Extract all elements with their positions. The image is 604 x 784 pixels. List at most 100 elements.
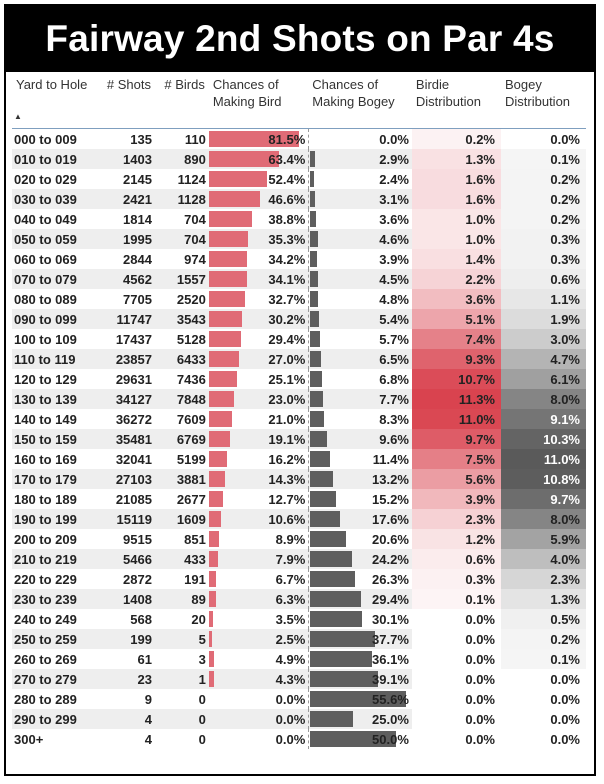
table-row[interactable]: 210 to 219 5466 433 7.9% 24.2% 0.6% 4.0% bbox=[12, 549, 586, 569]
shots-cell: 135 bbox=[130, 131, 152, 147]
bogey-chance-bar bbox=[310, 391, 324, 407]
yard-range-cell: 250 to 259 bbox=[12, 629, 102, 649]
table-row[interactable]: 200 to 209 9515 851 8.9% 20.6% 1.2% 5.9% bbox=[12, 529, 586, 549]
shots-cell: 568 bbox=[130, 611, 152, 627]
bird-chance-label: 0.0% bbox=[275, 711, 306, 727]
bird-chance-bar bbox=[208, 391, 234, 407]
col-header-bird-chance-line1: Chances of bbox=[212, 77, 279, 92]
birdie-dist-cell: 0.0% bbox=[411, 649, 501, 669]
bogey-chance-cell: 4.5% bbox=[308, 269, 412, 289]
yard-range-cell: 040 to 049 bbox=[14, 211, 77, 227]
bird-chance-cell: 34.2% bbox=[208, 249, 308, 269]
bogey-axis-line bbox=[308, 489, 310, 509]
table-row[interactable]: 150 to 159 35481 6769 19.1% 9.6% 9.7% 10.3% bbox=[12, 429, 586, 449]
birdie-dist-cell: 0.0% bbox=[411, 629, 501, 649]
shots-cell: 1403 bbox=[101, 149, 155, 169]
col-header-birdie-dist[interactable]: Birdie Distribution bbox=[411, 72, 501, 129]
table-row[interactable]: 020 to 029 2145 1124 52.4% 2.4% 1.6% 0.2% bbox=[12, 169, 586, 189]
col-header-bird-chance[interactable]: Chances of Making Bird bbox=[208, 72, 309, 129]
col-header-bogey-chance[interactable]: Chances of Making Bogey bbox=[308, 72, 412, 129]
bird-chance-cell: 63.4% bbox=[208, 149, 309, 169]
table-row[interactable]: 290 to 299 4 0 0.0% 25.0% 0.0% 0.0% bbox=[12, 709, 586, 729]
bogey-dist-cell: 0.3% bbox=[501, 229, 586, 249]
bogey-dist-cell: 0.0% bbox=[501, 729, 586, 749]
table-row[interactable]: 250 to 259 199 5 2.5% 37.7% 0.0% 0.2% bbox=[12, 629, 586, 649]
table-row[interactable]: 070 to 079 4562 1557 34.1% 4.5% 2.2% 0.6% bbox=[12, 269, 586, 289]
table-row[interactable]: 300+ 4 0 0.0% 50.0% 0.0% 0.0% bbox=[12, 729, 586, 749]
bogey-chance-label: 7.7% bbox=[379, 391, 409, 407]
table-row[interactable]: 260 to 269 61 3 4.9% 36.1% 0.0% 0.1% bbox=[12, 649, 586, 669]
table-row[interactable]: 230 to 239 1408 89 6.3% 29.4% 0.1% 1.3% bbox=[12, 589, 586, 609]
bird-chance-cell: 16.2% bbox=[208, 449, 308, 469]
col-header-birds[interactable]: # Birds bbox=[154, 72, 209, 129]
birds-cell: 110 bbox=[184, 131, 206, 147]
bogey-chance-label: 37.7% bbox=[372, 631, 409, 647]
table-row[interactable]: 060 to 069 2844 974 34.2% 3.9% 1.4% 0.3% bbox=[12, 249, 586, 269]
col-header-bogey-dist[interactable]: Bogey Distribution bbox=[501, 72, 586, 129]
sort-ascending-icon[interactable]: ▲ bbox=[14, 112, 22, 121]
table-row[interactable]: 050 to 059 1995 704 35.3% 4.6% 1.0% 0.3% bbox=[12, 229, 586, 249]
birdie-dist-cell: 0.0% bbox=[411, 689, 501, 709]
shots-cell: 35481 bbox=[101, 429, 155, 449]
table-row[interactable]: 100 to 109 17437 5128 29.4% 5.7% 7.4% 3.0% bbox=[12, 329, 586, 349]
table-row[interactable]: 270 to 279 23 1 4.3% 39.1% 0.0% 0.0% bbox=[12, 669, 586, 689]
table-row[interactable]: 030 to 039 2421 1128 46.6% 3.1% 1.6% 0.2% bbox=[12, 189, 586, 209]
table-row[interactable]: 080 to 089 7705 2520 32.7% 4.8% 3.6% 1.1% bbox=[12, 289, 586, 309]
table-row[interactable]: 040 to 049 1814 704 38.8% 3.6% 1.0% 0.2% bbox=[12, 209, 586, 229]
shots-cell: 21085 bbox=[115, 491, 152, 507]
bogey-axis-line bbox=[308, 469, 310, 489]
bogey-chance-bar bbox=[310, 631, 376, 647]
bird-chance-cell: 12.7% bbox=[208, 489, 308, 509]
birdie-dist-cell: 0.1% bbox=[411, 589, 501, 609]
table-row[interactable]: 110 to 119 23857 6433 27.0% 6.5% 9.3% 4.7% bbox=[12, 349, 586, 369]
table-row[interactable]: 180 to 189 21085 2677 12.7% 15.2% 3.9% 9.7% bbox=[12, 489, 586, 509]
table-row[interactable]: 220 to 229 2872 191 6.7% 26.3% 0.3% 2.3% bbox=[12, 569, 586, 589]
shots-cell: 9515 bbox=[123, 531, 152, 547]
bogey-axis-line bbox=[308, 209, 310, 229]
bogey-chance-bar bbox=[310, 351, 322, 367]
table-row[interactable]: 280 to 289 9 0 0.0% 55.6% 0.0% 0.0% bbox=[12, 689, 586, 709]
bogey-chance-bar bbox=[310, 591, 362, 607]
yard-range-cell: 270 to 279 bbox=[12, 669, 102, 689]
bird-chance-cell: 38.8% bbox=[208, 209, 308, 229]
col-header-shots[interactable]: # Shots bbox=[101, 72, 155, 129]
shots-cell: 2145 bbox=[123, 171, 152, 187]
bird-chance-label: 21.0% bbox=[268, 411, 306, 427]
table-row[interactable]: 160 to 169 32041 5199 16.2% 11.4% 7.5% 11.0% bbox=[12, 449, 586, 469]
table-row[interactable]: 140 to 149 36272 7609 21.0% 8.3% 11.0% 9.1% bbox=[12, 409, 586, 429]
table-row[interactable]: 170 to 179 27103 3881 14.3% 13.2% 5.6% 10.8% bbox=[12, 469, 586, 489]
bird-chance-bar bbox=[208, 251, 247, 267]
bogey-chance-bar bbox=[310, 551, 353, 567]
table-row[interactable]: 190 to 199 15119 1609 10.6% 17.6% 2.3% 8.0% bbox=[12, 509, 586, 529]
birds-cell: 3 bbox=[198, 651, 206, 667]
birdie-dist-cell: 1.0% bbox=[411, 209, 501, 229]
bogey-chance-cell: 17.6% bbox=[308, 509, 412, 529]
table-row[interactable]: 130 to 139 34127 7848 23.0% 7.7% 11.3% 8.0% bbox=[12, 389, 586, 409]
bird-chance-cell: 25.1% bbox=[208, 369, 308, 389]
bogey-chance-cell: 2.9% bbox=[308, 149, 412, 169]
table-row[interactable]: 120 to 129 29631 7436 25.1% 6.8% 10.7% 6.1% bbox=[12, 369, 586, 389]
bogey-chance-bar bbox=[310, 311, 320, 327]
bird-chance-bar bbox=[208, 231, 248, 247]
yard-range-cell: 200 to 209 bbox=[14, 531, 77, 547]
bogey-dist-cell: 0.1% bbox=[501, 149, 586, 169]
bird-chance-label: 4.9% bbox=[275, 651, 306, 667]
yard-range-cell: 070 to 079 bbox=[12, 269, 102, 289]
bogey-chance-bar bbox=[310, 711, 354, 727]
bird-chance-label: 35.3% bbox=[268, 231, 306, 247]
birds-cell: 7609 bbox=[176, 411, 206, 427]
table-row[interactable]: 090 to 099 11747 3543 30.2% 5.4% 5.1% 1.9% bbox=[12, 309, 586, 329]
yard-range-cell: 120 to 129 bbox=[14, 371, 77, 387]
col-header-yard[interactable]: Yard to Hole ▲ bbox=[12, 72, 102, 129]
birds-cell: 5 bbox=[154, 629, 209, 649]
yard-range-cell: 050 to 059 bbox=[12, 229, 102, 249]
bogey-chance-label: 55.6% bbox=[372, 691, 409, 707]
table-row[interactable]: 240 to 249 568 20 3.5% 30.1% 0.0% 0.5% bbox=[12, 609, 586, 629]
birds-cell: 890 bbox=[154, 149, 209, 169]
bogey-chance-label: 39.1% bbox=[372, 671, 409, 687]
bogey-chance-bar bbox=[310, 331, 321, 347]
bird-chance-bar bbox=[208, 491, 223, 507]
bird-chance-bar bbox=[208, 631, 212, 647]
table-row[interactable]: 000 to 009 135 110 81.5% 0.0% 0.2% 0.0% bbox=[12, 128, 586, 149]
table-row[interactable]: 010 to 019 1403 890 63.4% 2.9% 1.3% 0.1% bbox=[12, 149, 586, 169]
